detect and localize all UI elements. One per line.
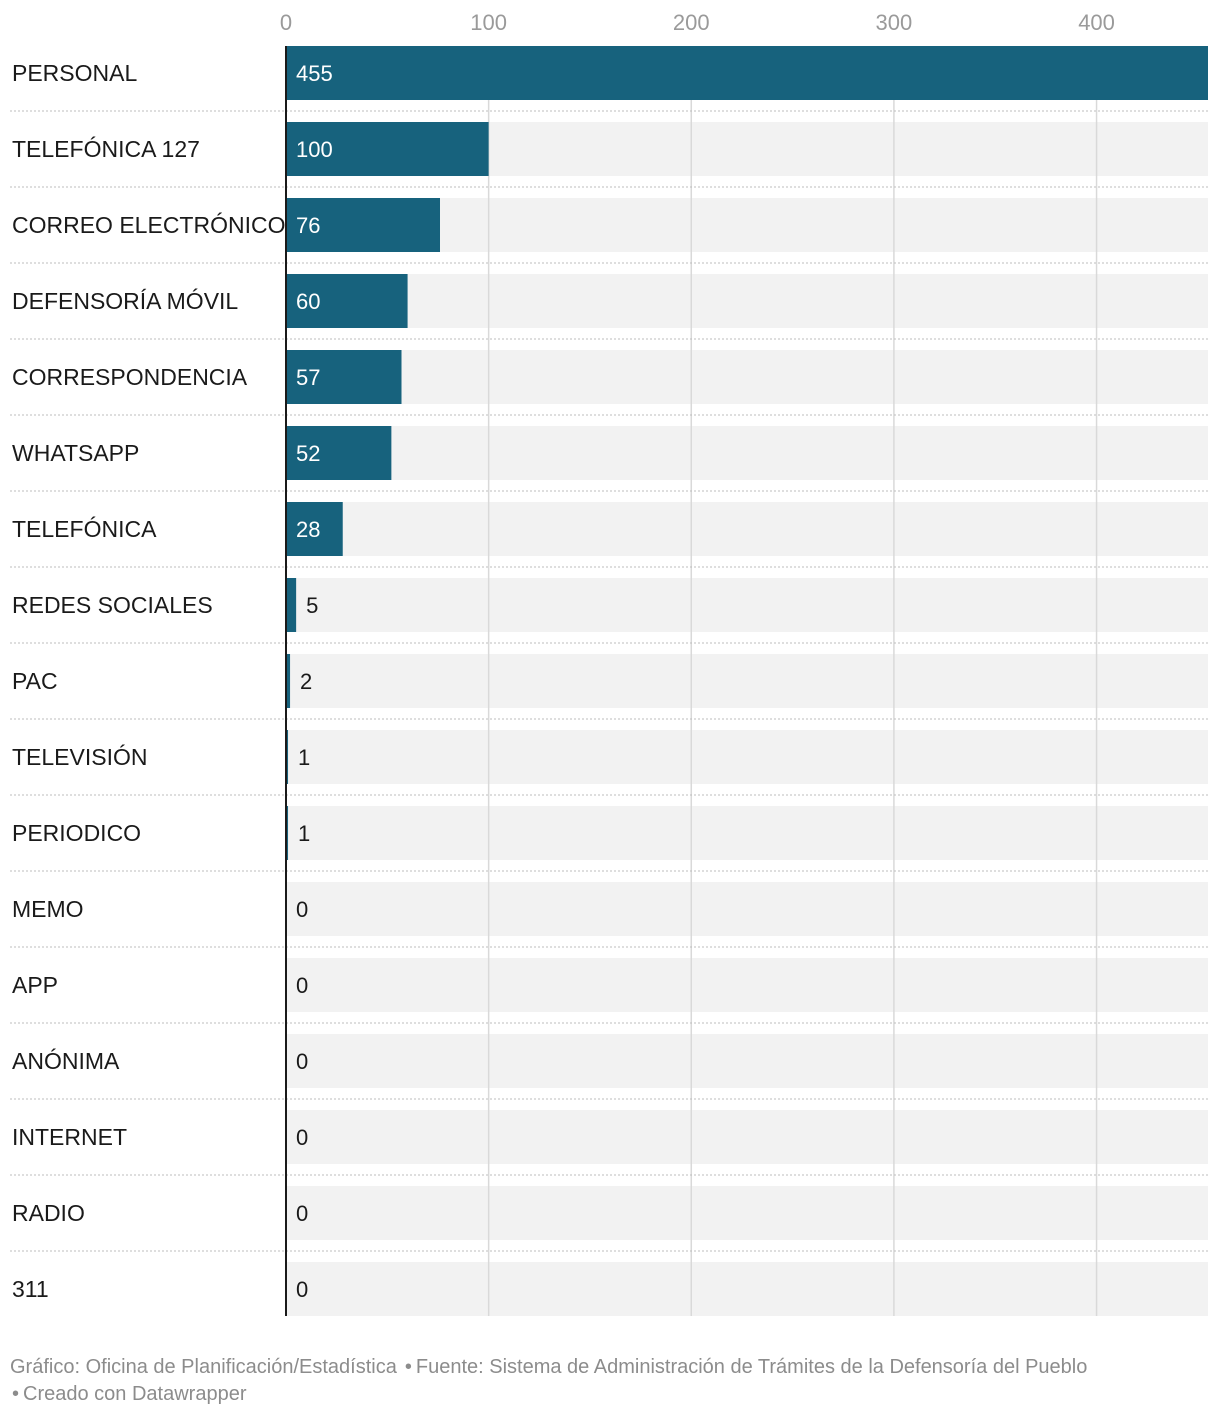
bar [286, 730, 289, 784]
x-tick-label: 0 [280, 10, 292, 35]
bar [286, 46, 1208, 100]
x-tick-label: 300 [876, 10, 913, 35]
data-label: 0 [296, 973, 308, 998]
bar-track [286, 730, 1208, 784]
category-label: PAC [12, 668, 58, 694]
bar-track [286, 1110, 1208, 1164]
category-label: INTERNET [12, 1124, 127, 1150]
category-label: PERIODICO [12, 820, 141, 846]
bar-track [286, 1262, 1208, 1316]
chart-credit: Gráfico: Oficina de Planificación/Estadí… [10, 1356, 397, 1378]
category-label: CORREO ELECTRÓNICO [12, 212, 285, 238]
bar [286, 806, 289, 860]
category-label: MEMO [12, 896, 84, 922]
data-label: 57 [296, 365, 320, 390]
bar-track [286, 578, 1208, 632]
category-label: APP [12, 972, 58, 998]
category-label: PERSONAL [12, 60, 137, 86]
bar [286, 198, 441, 252]
bar [286, 350, 402, 404]
data-label: 1 [298, 745, 310, 770]
data-label: 455 [296, 61, 333, 86]
data-label: 28 [296, 517, 320, 542]
data-label: 5 [306, 593, 318, 618]
bar [286, 578, 297, 632]
data-label: 0 [296, 1049, 308, 1074]
category-label: REDES SOCIALES [12, 592, 213, 618]
bar [286, 426, 392, 480]
bar [286, 502, 343, 556]
bar [286, 654, 291, 708]
bar-track [286, 426, 1208, 480]
bar [286, 274, 408, 328]
separator-dot: • [404, 1356, 412, 1378]
category-label: WHATSAPP [12, 440, 139, 466]
bars [286, 46, 1208, 860]
data-label: 1 [298, 821, 310, 846]
bar-track [286, 958, 1208, 1012]
bar-track [286, 274, 1208, 328]
category-label: RADIO [12, 1200, 85, 1226]
category-label: DEFENSORÍA MÓVIL [12, 288, 238, 314]
bar [286, 122, 489, 176]
made-with-note: Creado con Datawrapper [23, 1383, 247, 1405]
bar-track [286, 882, 1208, 936]
data-label: 60 [296, 289, 320, 314]
category-label: TELEFÓNICA [12, 516, 157, 542]
category-labels: PERSONAL TELEFÓNICA 127 CORREO ELECTRÓNICO… [12, 60, 285, 1302]
source-note: Fuente: Sistema de Administración de Trá… [415, 1356, 1088, 1378]
category-label: 311 [12, 1276, 49, 1302]
gridlines [487, 46, 1098, 1316]
data-label: 0 [296, 1201, 308, 1226]
category-label: TELEFÓNICA 127 [12, 136, 200, 162]
data-label: 0 [296, 1125, 308, 1150]
category-label: ANÓNIMA [12, 1048, 120, 1074]
x-axis-ticks: 0 100 200 300 400 [280, 10, 1115, 35]
data-label: 76 [296, 213, 320, 238]
data-label: 52 [296, 441, 320, 466]
bar-track [286, 350, 1208, 404]
x-tick-label: 400 [1078, 10, 1115, 35]
x-tick-label: 200 [673, 10, 710, 35]
bar-track [286, 1034, 1208, 1088]
data-label: 2 [300, 669, 312, 694]
bar-tracks [286, 46, 1208, 1316]
footer: Gráfico: Oficina de Planificación/Estadí… [10, 1354, 1210, 1408]
bar-track [286, 654, 1208, 708]
bar-track [286, 806, 1208, 860]
data-label: 0 [296, 897, 308, 922]
bar-track [286, 502, 1208, 556]
category-label: TELEVISIÓN [12, 744, 147, 770]
category-label: CORRESPONDENCIA [12, 364, 248, 390]
separator-dot: • [12, 1383, 20, 1405]
x-tick-label: 100 [470, 10, 507, 35]
bar-track [286, 1186, 1208, 1240]
data-label: 100 [296, 137, 333, 162]
data-label: 0 [296, 1277, 308, 1302]
